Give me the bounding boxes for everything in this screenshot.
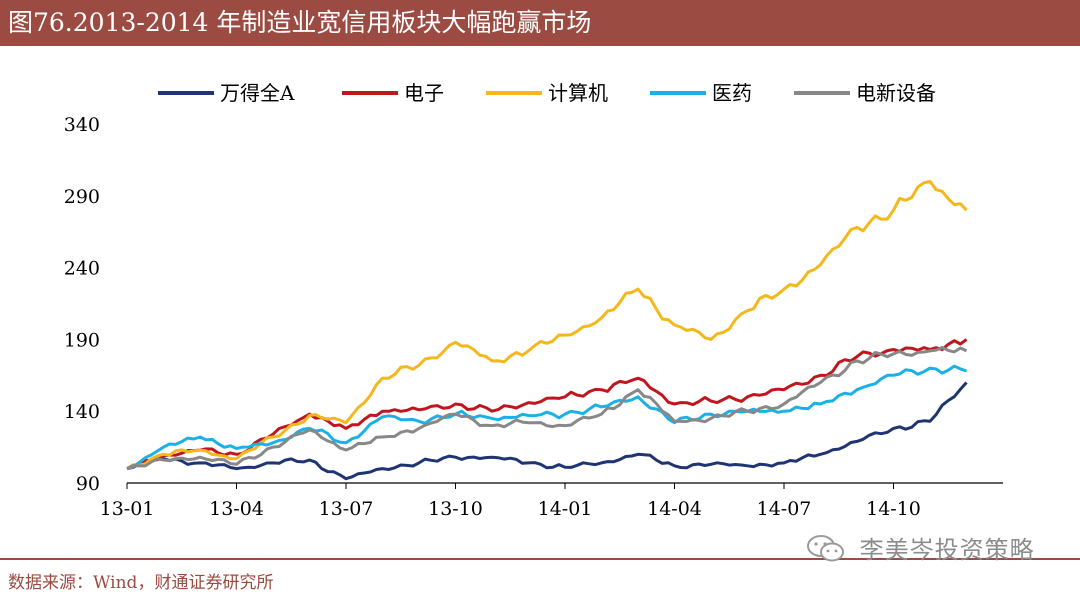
legend-label: 万得全A [220, 81, 295, 105]
series-line [126, 346, 968, 470]
legend-label: 电新设备 [856, 81, 936, 105]
x-tick-label: 13-04 [209, 498, 264, 520]
legend-label: 电子 [404, 81, 444, 105]
title-bar: 图76.2013-2014 年制造业宽信用板块大幅跑赢市场 [0, 0, 1080, 46]
series-line [126, 179, 968, 470]
source-note: 数据来源：Wind，财通证券研究所 [8, 573, 274, 593]
watermark: 李美岑投资策略 [806, 530, 1035, 566]
series-line [126, 381, 968, 481]
y-tick-label: 340 [64, 114, 100, 136]
x-tick-label: 14-04 [647, 498, 702, 520]
line-chart: 13-01 13-04 13-07 13-10 14-01 14-04 14-07 14-10… [64, 81, 1003, 520]
y-tick-label: 140 [64, 401, 100, 423]
wechat-icon [807, 534, 844, 561]
y-tick-label: 190 [64, 329, 100, 351]
series-line [126, 364, 967, 471]
y-tick-label: 90 [76, 473, 100, 495]
x-tick-label: 14-10 [866, 498, 921, 520]
x-tick-label: 13-10 [428, 498, 483, 520]
x-tick-label: 14-01 [538, 498, 593, 520]
x-tick-label: 13-07 [319, 498, 374, 520]
watermark-text: 李美岑投资策略 [859, 536, 1035, 564]
legend-label: 计算机 [548, 81, 608, 105]
x-tick-label: 13-01 [100, 498, 155, 520]
x-tick-label: 14-07 [757, 498, 812, 520]
divider [0, 558, 1080, 560]
legend-label: 医药 [712, 81, 752, 105]
y-tick-label: 290 [64, 186, 100, 208]
page-title: 图76.2013-2014 年制造业宽信用板块大幅跑赢市场 [8, 8, 592, 37]
y-tick-label: 240 [64, 258, 100, 280]
